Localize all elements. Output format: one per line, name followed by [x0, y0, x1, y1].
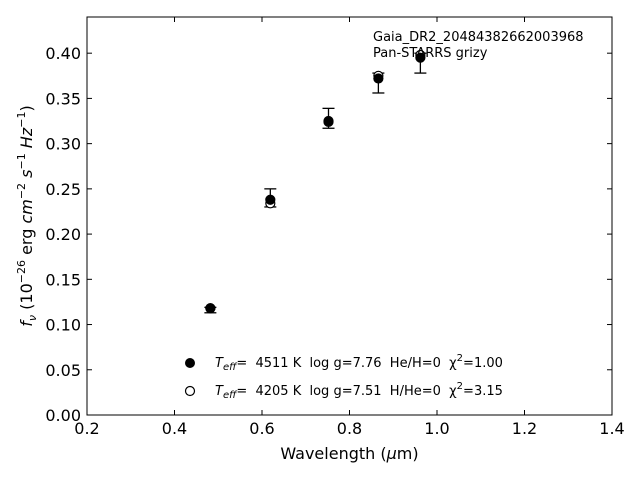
- y-tick-label: 0.35: [45, 89, 81, 108]
- x-tick-label: 0.6: [249, 419, 274, 438]
- y-tick-label: 0.30: [45, 135, 81, 154]
- y-axis-label: fν (10−26 erg cm−2 s−1 Hz−1): [15, 105, 39, 326]
- legend-marker-open: [184, 385, 196, 397]
- x-tick-label: 1.2: [512, 419, 537, 438]
- observed-points: [204, 52, 427, 314]
- y-tick-label: 0.40: [45, 44, 81, 63]
- model-point-filled: [205, 303, 216, 314]
- x-tick-label: 1.4: [599, 419, 624, 438]
- x-tick-label: 1.0: [424, 419, 449, 438]
- y-tick-label: 0.15: [45, 270, 81, 289]
- model-point-filled: [373, 73, 384, 84]
- axis-ticks: 0.2 0.4 0.6 0.8 1.0 1.2 1.4 0.00 0.05 0.10 0.15 0.2…: [45, 17, 625, 438]
- y-tick-label: 0.20: [45, 225, 81, 244]
- x-tick-label: 0.4: [162, 419, 187, 438]
- legend: Teff= 4511 K log g=7.76 He/H=0 χ2=1.00 T…: [184, 353, 503, 401]
- model-point-filled: [265, 194, 276, 205]
- y-tick-label: 0.25: [45, 180, 81, 199]
- y-tick-label: 0.05: [45, 361, 81, 380]
- legend-marker-filled: [185, 358, 195, 368]
- x-tick-label: 0.8: [337, 419, 362, 438]
- y-tick-label: 0.10: [45, 316, 81, 335]
- x-tick-label: 0.2: [74, 419, 99, 438]
- x-axis-label: Wavelength (μm): [280, 444, 418, 463]
- legend-entry-1: Teff= 4511 K log g=7.76 He/H=0 χ2=1.00: [215, 353, 503, 373]
- model-points: [205, 49, 426, 314]
- survey-annotation: Pan-STARRS grizy: [373, 46, 488, 61]
- model-point-filled: [415, 52, 426, 63]
- star-id-annotation: Gaia_DR2_20484382662003968: [373, 30, 584, 45]
- y-tick-label: 0.00: [45, 406, 81, 425]
- model-point-filled: [323, 115, 334, 127]
- legend-entry-2: Teff= 4205 K log g=7.51 H/He=0 χ2=3.15: [215, 381, 503, 401]
